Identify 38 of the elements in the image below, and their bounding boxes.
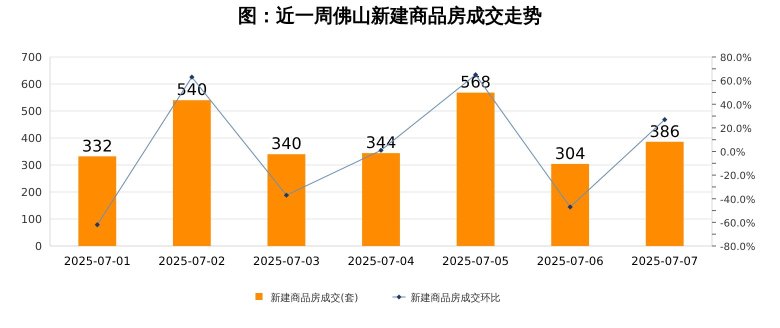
y2-tick-label: 40.0% <box>720 100 752 112</box>
y2-tick-label: -20.0% <box>720 171 756 182</box>
bar <box>456 92 494 246</box>
y-tick-label: 0 <box>35 240 42 253</box>
y-tick-label: 200 <box>21 186 42 199</box>
data-label: 386 <box>649 122 680 141</box>
y2-tick-label: -60.0% <box>720 218 756 230</box>
x-tick-label: 2025-07-05 <box>442 254 509 268</box>
y-tick-label: 300 <box>21 159 42 172</box>
legend-label: 新建商品房成交环比 <box>410 292 500 304</box>
x-tick-label: 2025-07-04 <box>348 254 414 268</box>
bar <box>78 156 116 246</box>
bar <box>551 164 590 246</box>
bar <box>172 100 211 246</box>
legend-label: 新建商品房成交(套) <box>270 292 358 304</box>
data-label: 304 <box>554 144 586 163</box>
y2-tick-label: 60.0% <box>720 76 752 88</box>
bar <box>362 153 400 246</box>
bar <box>646 142 684 246</box>
x-tick-label: 2025-07-01 <box>64 254 131 268</box>
y-tick-label: 400 <box>21 132 42 145</box>
y-tick-label: 600 <box>21 78 42 91</box>
x-tick-label: 2025-07-03 <box>253 254 320 268</box>
y2-tick-label: 20.0% <box>720 124 752 135</box>
y2-tick-label: 0.0% <box>720 148 746 158</box>
data-label: 340 <box>271 134 302 154</box>
y-tick-label: 700 <box>21 51 42 64</box>
data-label: 332 <box>82 136 113 156</box>
x-tick-label: 2025-07-07 <box>631 254 698 268</box>
chart-title: 图：近一周佛山新建商品房成交走势 <box>238 5 542 27</box>
x-tick-label: 2025-07-02 <box>158 254 226 268</box>
bar <box>268 154 306 246</box>
x-tick-label: 2025-07-06 <box>536 254 604 268</box>
y-tick-label: 100 <box>21 213 42 226</box>
y2-tick-label: -80.0% <box>720 242 756 253</box>
y-tick-label: 500 <box>21 105 42 118</box>
y2-tick-label: 80.0% <box>720 53 752 64</box>
y2-tick-label: -40.0% <box>720 194 756 206</box>
